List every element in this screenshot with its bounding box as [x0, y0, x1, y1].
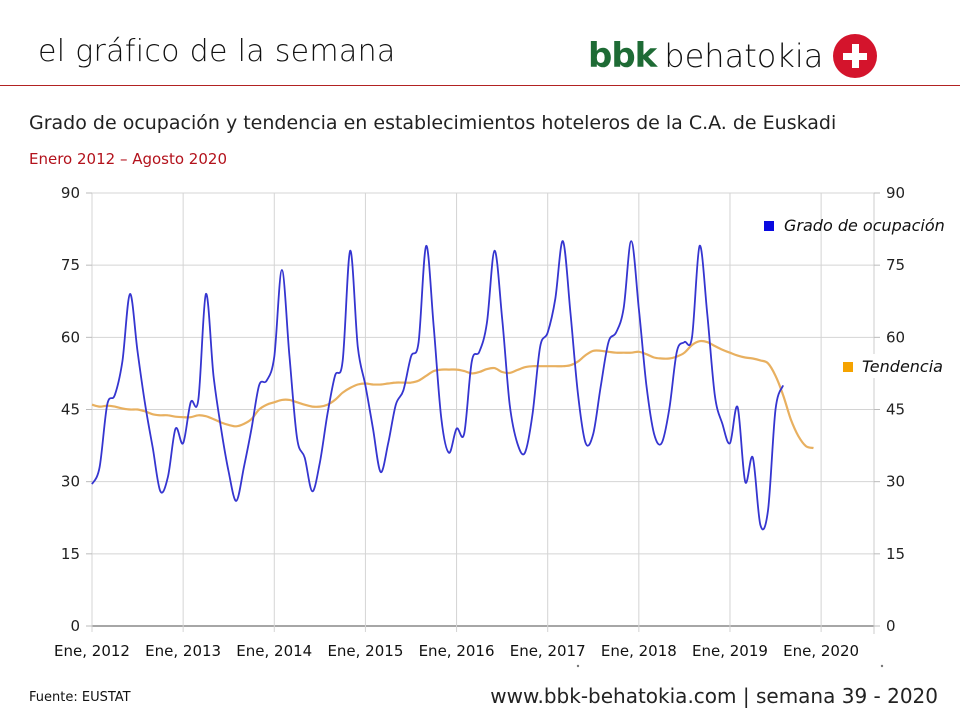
legend-swatch-trend	[843, 362, 853, 372]
plus-circle-icon	[833, 34, 878, 78]
chart-title: Grado de ocupación y tendencia en establ…	[29, 112, 837, 134]
y-tick-label: 60	[61, 328, 80, 346]
x-tick-label: Ene, 2016	[419, 642, 495, 660]
axis-dot	[576, 664, 580, 668]
legend-swatch-occupancy	[764, 221, 774, 231]
legend-label-trend: Tendencia	[862, 357, 943, 376]
page-title: el gráfico de la semana	[38, 34, 396, 69]
x-tick-label: Ene, 2017	[510, 642, 586, 660]
x-axis: Ene, 2012 Ene, 2013 Ene, 2014 Ene, 2015 Ene,…	[54, 642, 884, 668]
y-axis-right: 0 15 30 45 60 75 90	[874, 184, 905, 635]
grid-lines	[91, 192, 875, 634]
y-tick-label: 45	[61, 401, 80, 419]
axis-dot	[880, 664, 884, 668]
y-tick-label: 0	[886, 617, 896, 635]
x-tick-label: Ene, 2019	[692, 642, 768, 660]
y-tick-label: 75	[61, 256, 80, 274]
y-tick-label: 75	[886, 256, 905, 274]
y-tick-label: 30	[61, 473, 80, 491]
x-tick-label: Ene, 2013	[145, 642, 221, 660]
legend-bg	[840, 354, 958, 378]
source-note: Fuente: EUSTAT	[29, 690, 131, 705]
y-tick-label: 60	[886, 328, 905, 346]
y-tick-label: 90	[886, 184, 905, 202]
x-tick-label: Ene, 2020	[783, 642, 859, 660]
series-line-grado-de-ocupacion	[91, 240, 784, 531]
y-tick-label: 15	[61, 545, 80, 563]
y-tick-label: 30	[886, 473, 905, 491]
y-tick-label: 15	[886, 545, 905, 563]
footer-url: www.bbk-behatokia.com | semana 39 - 2020	[490, 684, 938, 708]
brand-logo: bbk behatokia	[588, 34, 878, 78]
logo-behatokia: behatokia	[664, 37, 824, 75]
legend: Grado de ocupación Tendencia	[764, 216, 958, 378]
x-tick-label: Ene, 2018	[601, 642, 677, 660]
y-tick-label: 0	[70, 617, 80, 635]
header-divider	[0, 85, 960, 86]
series-line-tendencia	[91, 339, 814, 450]
legend-label-occupancy: Grado de ocupación	[784, 216, 945, 235]
x-tick-label: Ene, 2015	[327, 642, 403, 660]
y-tick-label: 45	[886, 401, 905, 419]
logo-bbk: bbk	[588, 36, 657, 76]
y-axis-left: 0 15 30 45 60 75 90	[61, 184, 92, 635]
x-tick-label: Ene, 2012	[54, 642, 130, 660]
date-range: Enero 2012 – Agosto 2020	[29, 150, 227, 168]
y-tick-label: 90	[61, 184, 80, 202]
x-tick-label: Ene, 2014	[236, 642, 312, 660]
